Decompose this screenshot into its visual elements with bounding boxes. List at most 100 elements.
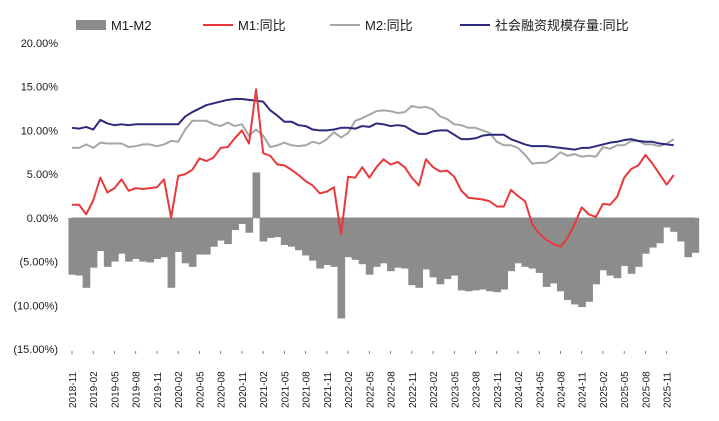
x-tick-label: 2023-02 (429, 371, 440, 408)
y-tick-label: 15.00% (21, 82, 59, 94)
area-m1-m2-segment (330, 217, 339, 267)
legend-label-m1: M1:同比 (238, 18, 286, 33)
area-m1-m2-segment (252, 172, 261, 218)
x-tick-label: 2024-05 (535, 371, 546, 408)
area-m1-m2-segment (372, 217, 381, 267)
y-tick-label: (5.00%) (19, 257, 58, 269)
area-m1-m2-segment (379, 217, 388, 264)
x-tick-label: 2023-05 (450, 371, 461, 408)
area-m1-m2-segment (507, 217, 516, 272)
legend: M1-M2 M1:同比 M2:同比 社会融资规模存量:同比 (76, 18, 629, 33)
x-tick-label: 2024-11 (578, 372, 589, 408)
y-tick-label: 5.00% (27, 169, 58, 181)
x-tick-label: 2025-08 (641, 371, 652, 408)
area-m1-m2-segment (521, 217, 530, 267)
area-m1-m2-segment (365, 217, 374, 275)
x-tick-label: 2024-08 (556, 371, 567, 408)
area-m1-m2-segment (125, 217, 133, 262)
area-m1-m2-segment (259, 217, 268, 242)
area-m1-m2-segment (564, 217, 572, 301)
area-m1-m2-segment (571, 217, 579, 305)
area-m1-m2-segment (514, 217, 523, 264)
area-m1-m2-segment (471, 217, 480, 291)
x-tick-label: 2020-08 (217, 371, 228, 408)
legend-label-m2: M2:同比 (365, 18, 413, 33)
area-m1-m2-segment (394, 217, 402, 268)
series-line-m2 (72, 104, 675, 165)
y-tick-label: (15.00%) (13, 344, 58, 356)
area-m1-m2-segment (535, 217, 544, 273)
y-tick-label: 0.00% (27, 213, 58, 225)
area-m1-m2-segment (684, 217, 693, 258)
area-m1-m2-segment (103, 217, 112, 267)
x-tick-label: 2025-02 (599, 371, 610, 408)
area-m1-m2-segment (295, 217, 303, 251)
area-m1-m2-segment (429, 217, 438, 278)
series-line-m1 (72, 88, 675, 248)
area-m1-m2-segment (188, 217, 197, 267)
x-tick-label: 2021-08 (302, 371, 313, 408)
area-m1-m2-segment (549, 217, 558, 284)
area-m1-m2-segment (556, 217, 565, 292)
area-m1-m2-segment (677, 217, 685, 242)
x-tick-label: 2022-05 (365, 371, 376, 408)
area-m1-m2-segment (210, 217, 218, 247)
area-m1-m2-segment (606, 217, 615, 276)
y-tick-label: (10.00%) (13, 300, 58, 312)
x-tick-label: 2019-05 (110, 371, 121, 408)
x-tick-label: 2019-08 (132, 371, 143, 408)
area-m1-m2-segment (89, 217, 98, 268)
area-m1-m2-segment (195, 217, 204, 255)
area-m1-m2-segment (351, 217, 360, 260)
area-m1-m2-segment (464, 217, 473, 292)
area-m1-m2-segment (479, 217, 487, 290)
area-m1-m2-segment (408, 217, 416, 286)
area-m1-m2-segment (578, 217, 586, 308)
area-m1-m2-segment (599, 217, 608, 271)
legend-label-tsf: 社会融资规模存量:同比 (495, 18, 629, 33)
area-m1-m2-segment (153, 217, 162, 259)
area-m1-m2-segment (146, 217, 155, 263)
x-tick-label: 2020-11 (238, 372, 249, 408)
legend-swatch-m1-m2 (76, 20, 106, 30)
area-m1-m2-segment (266, 217, 275, 238)
area-m1-m2-segment (450, 217, 459, 276)
area-m1-m2-segment (167, 217, 176, 288)
area-m1-m2-segment (174, 217, 183, 252)
y-axis: 20.00% 15.00% 10.00% 5.00% 0.00% (5.00%) (10.0… (13, 38, 58, 356)
area-m1-m2-segment (316, 217, 324, 269)
area-m1-m2-segment (542, 217, 551, 287)
area-m1-m2-segment (422, 217, 431, 270)
x-tick-label: 2021-02 (259, 371, 270, 408)
area-m1-m2-segment (181, 217, 190, 264)
area-m1-m2-segment (436, 217, 445, 285)
area-m1-m2-segment (486, 217, 494, 292)
area-m1-m2-segment (287, 217, 296, 247)
area-m1-m2-segment (387, 217, 395, 272)
x-tick-label: 2023-08 (472, 371, 483, 408)
x-tick-label: 2023-11 (493, 372, 504, 408)
area-m1-m2-segment (202, 217, 211, 255)
area-m1-m2-segment (132, 217, 140, 259)
area-m1-m2-segment (245, 217, 254, 233)
area-m1-m2-segment (528, 217, 537, 269)
series-line-tsf (71, 97, 674, 151)
x-tick-label: 2018-11 (68, 372, 79, 408)
y-tick-label: 20.00% (21, 38, 59, 50)
area-m1-m2-segment (139, 217, 147, 262)
area-m1-m2-segment (224, 217, 232, 245)
area-m1-m2-segment (627, 217, 636, 274)
area-m1-m2-segment (309, 217, 317, 261)
x-tick-label: 2024-02 (514, 371, 525, 408)
area-m1-m2-segment (160, 217, 169, 258)
x-tick-label: 2020-02 (174, 371, 185, 408)
x-tick-label: 2025-11 (663, 372, 674, 408)
area-m1-m2-segment (493, 217, 501, 293)
area-m1-m2-segment (691, 217, 700, 253)
area-m1-m2-segment (280, 217, 289, 245)
x-tick-label: 2022-02 (344, 371, 355, 408)
x-tick-label: 2020-05 (195, 371, 206, 408)
area-m1-m2-segment (620, 217, 629, 266)
area-m1-m2-segment (443, 217, 452, 280)
